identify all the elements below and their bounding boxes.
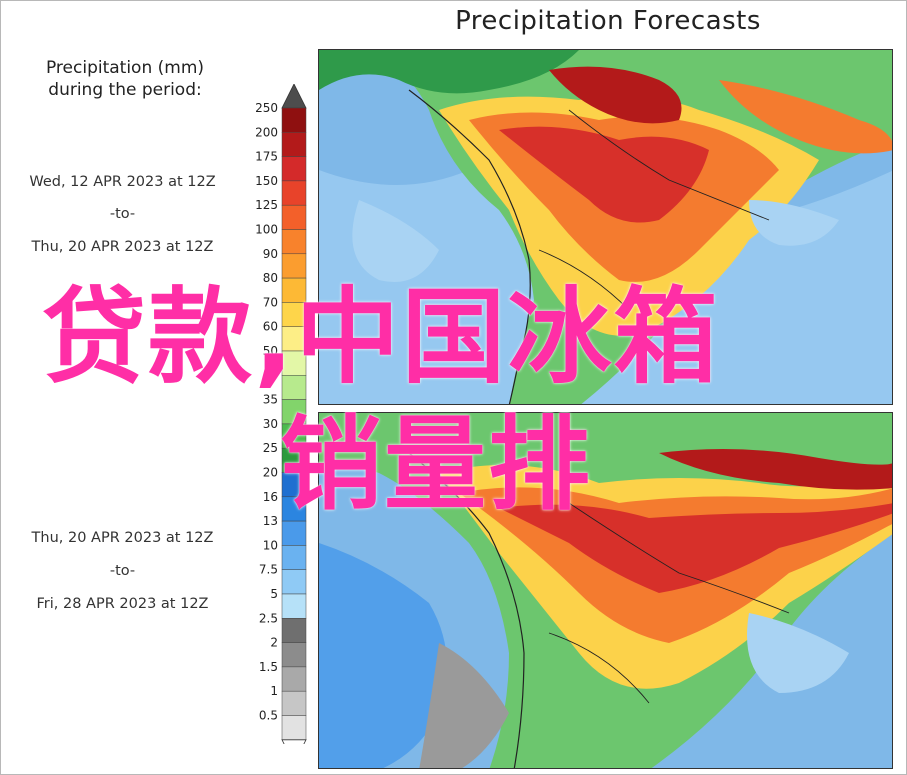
scale-swatch-35 bbox=[281, 399, 307, 425]
scale-swatch-125 bbox=[281, 204, 307, 230]
scale-swatch-60 bbox=[281, 326, 307, 352]
scale-tick-label: 70 bbox=[263, 295, 278, 309]
scale-tick-label: 25 bbox=[263, 441, 278, 455]
scale-tick-label: 60 bbox=[263, 320, 278, 334]
period-2-end: Fri, 28 APR 2023 at 12Z bbox=[36, 596, 209, 612]
scale-tick-label: 13 bbox=[263, 514, 278, 528]
scale-tick-label: 90 bbox=[263, 247, 278, 261]
forecast-map-period-2 bbox=[318, 412, 893, 769]
scale-tick-label: 125 bbox=[255, 198, 278, 212]
scale-swatch-5 bbox=[281, 593, 307, 619]
scale-swatch-100 bbox=[281, 229, 307, 255]
scale-swatch-13 bbox=[281, 520, 307, 546]
scale-tick-label: 50 bbox=[263, 344, 278, 358]
color-scale: 2502001751501251009080706050403530252016… bbox=[255, 84, 307, 744]
precip-map-1 bbox=[319, 50, 892, 404]
scale-swatch-1.5 bbox=[281, 666, 307, 692]
overlay-text-line-2: 销量排 bbox=[280, 406, 592, 525]
scale-tick-label: 5 bbox=[270, 587, 278, 601]
scale-tick-label: 100 bbox=[255, 223, 278, 237]
period-1-start: Wed, 12 APR 2023 at 12Z bbox=[29, 174, 216, 190]
units-label: Precipitation (mm) during the period: bbox=[10, 57, 240, 101]
scale-swatch-50 bbox=[281, 350, 307, 376]
scale-tick-label: 80 bbox=[263, 271, 278, 285]
scale-tick-label: 40 bbox=[263, 368, 278, 382]
period-2-start: Thu, 20 APR 2023 at 12Z bbox=[31, 530, 214, 546]
scale-tick-label: 20 bbox=[263, 466, 278, 480]
scale-tick-label: 250 bbox=[255, 101, 278, 115]
page-title: Precipitation Forecasts bbox=[455, 6, 761, 36]
precip-map-2 bbox=[319, 413, 892, 768]
scale-tick-label: 35 bbox=[263, 393, 278, 407]
scale-swatch-30 bbox=[281, 423, 307, 449]
scale-swatch-150 bbox=[281, 180, 307, 206]
scale-top-arrow bbox=[281, 84, 307, 109]
scale-tick-label: 2 bbox=[270, 636, 278, 650]
scale-swatch-200 bbox=[281, 132, 307, 157]
period-1-separator: -to- bbox=[109, 206, 136, 222]
scale-swatch-1 bbox=[281, 690, 307, 716]
scale-swatch-2 bbox=[281, 642, 307, 668]
scale-tick-label: 7.5 bbox=[259, 563, 278, 577]
period-2-separator: -to- bbox=[109, 563, 136, 579]
scale-tick-label: 200 bbox=[255, 125, 278, 139]
scale-swatch-7.5 bbox=[281, 569, 307, 595]
overlay-text-line-1: 贷款,中国冰箱 bbox=[42, 276, 720, 398]
scale-tick-label: 2.5 bbox=[259, 611, 278, 625]
scale-swatch-10 bbox=[281, 545, 307, 570]
scale-tick-label: 175 bbox=[255, 150, 278, 164]
scale-tick-label: 1.5 bbox=[259, 660, 278, 674]
scale-swatch-175 bbox=[281, 156, 307, 182]
scale-tick-label: 150 bbox=[255, 174, 278, 188]
scale-tick-label: 16 bbox=[263, 490, 278, 504]
scale-swatch-0.5 bbox=[281, 715, 307, 741]
period-1-end: Thu, 20 APR 2023 at 12Z bbox=[31, 239, 214, 255]
scale-swatch-250 bbox=[281, 107, 307, 133]
scale-tick-label: 0.5 bbox=[259, 709, 278, 723]
scale-tick-label: 10 bbox=[263, 538, 278, 552]
scale-swatch-90 bbox=[281, 253, 307, 279]
scale-bottom-arrow bbox=[281, 739, 307, 744]
scale-swatch-2.5 bbox=[281, 618, 307, 643]
scale-tick-label: 1 bbox=[270, 684, 278, 698]
units-label-line-1: Precipitation (mm) bbox=[45, 58, 205, 78]
forecast-map-period-1 bbox=[318, 49, 893, 405]
scale-swatch-70 bbox=[281, 302, 307, 327]
units-label-line-2: during the period: bbox=[48, 80, 202, 100]
scale-tick-label: 30 bbox=[263, 417, 278, 431]
scale-swatch-40 bbox=[281, 375, 307, 400]
